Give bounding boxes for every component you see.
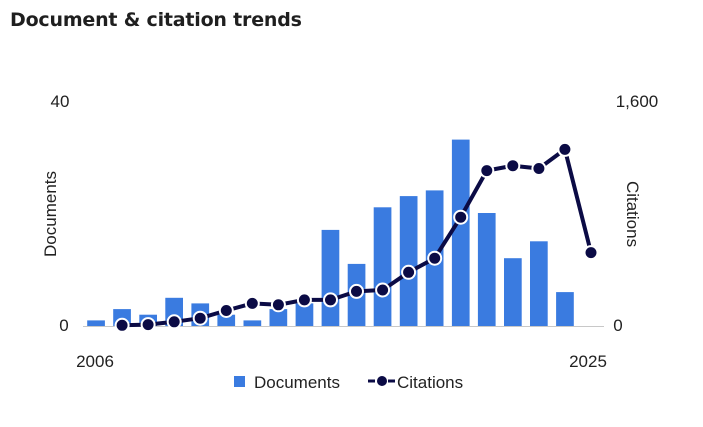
citations-point xyxy=(218,303,234,318)
y-left-tick-max: 40 xyxy=(51,92,70,111)
y-left-tick-min: 0 xyxy=(59,316,68,335)
documents-bar xyxy=(87,320,105,326)
legend-citations-label: Citations xyxy=(397,373,463,392)
axes: 40 0 1,600 0 Documents Citations 2006 20… xyxy=(41,92,658,371)
citations-point xyxy=(479,163,495,179)
documents-bar xyxy=(243,320,262,326)
citations-point xyxy=(270,297,286,313)
citations-point xyxy=(166,314,182,330)
citations-point xyxy=(323,292,338,308)
citations-point xyxy=(296,292,312,308)
legend-documents-swatch xyxy=(234,376,245,387)
citations-point xyxy=(557,141,573,157)
citations-point xyxy=(140,317,156,333)
y-left-axis-title: Documents xyxy=(41,171,60,257)
legend: Documents Citations xyxy=(234,373,463,392)
legend-citations-marker xyxy=(377,376,387,386)
citations-point xyxy=(427,250,443,266)
documents-bar xyxy=(399,196,418,326)
y-right-tick-min: 0 xyxy=(613,316,622,335)
documents-bar xyxy=(504,258,522,326)
citations-point xyxy=(401,264,417,280)
documents-bar xyxy=(295,303,314,326)
citations-point xyxy=(244,295,260,311)
citations-point xyxy=(505,158,521,174)
citations-point xyxy=(531,161,547,176)
x-tick-first: 2006 xyxy=(76,352,114,371)
documents-bar xyxy=(321,229,340,326)
y-right-axis-title: Citations xyxy=(623,181,642,247)
chart-title: Document & citation trends xyxy=(10,9,302,31)
documents-bar xyxy=(373,207,392,326)
documents-bar xyxy=(269,309,288,326)
citations-point xyxy=(192,310,208,326)
documents-bar xyxy=(556,292,574,326)
documents-bar xyxy=(451,139,470,326)
legend-documents-label: Documents xyxy=(254,373,340,392)
citations-line-series xyxy=(114,141,599,333)
documents-bar xyxy=(530,241,548,327)
citations-point xyxy=(375,282,391,298)
documents-bar xyxy=(477,213,496,326)
documents-bar xyxy=(217,314,236,326)
citations-point xyxy=(453,209,469,225)
y-right-tick-max: 1,600 xyxy=(616,92,659,111)
citations-point xyxy=(583,245,599,261)
citations-point xyxy=(349,283,364,299)
x-tick-last: 2025 xyxy=(569,352,607,371)
citations-point xyxy=(114,317,130,333)
